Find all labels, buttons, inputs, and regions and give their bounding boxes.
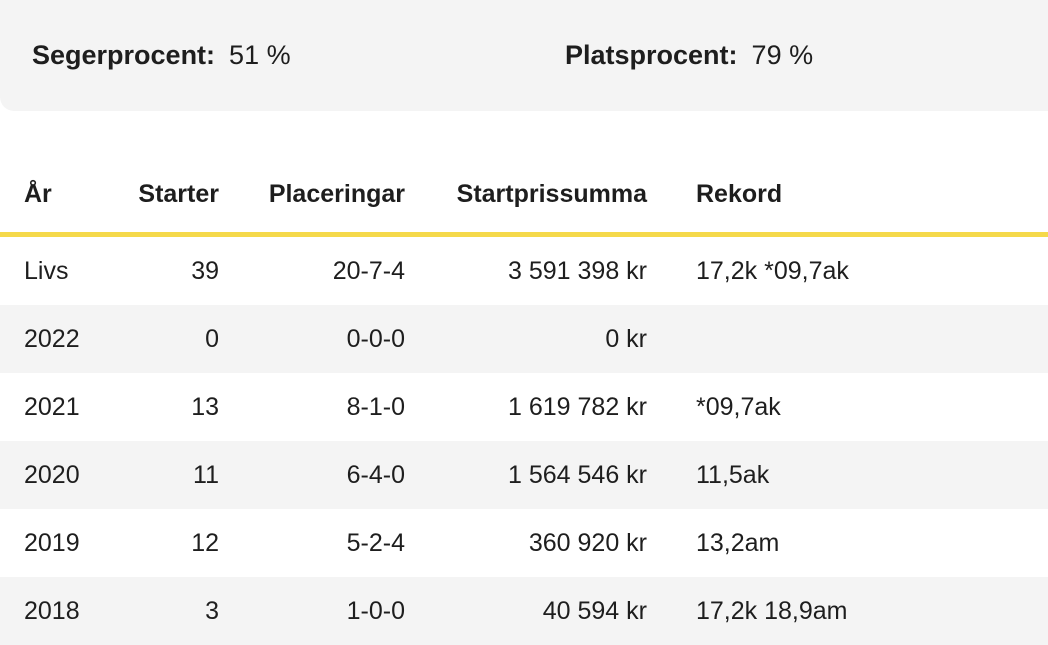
win-percentage-value: 51 % xyxy=(229,40,291,70)
table-row: 2019 12 5-2-4 360 920 kr 13,2am xyxy=(0,509,1048,577)
cell-record: 17,2k 18,9am xyxy=(647,577,1048,645)
cell-year: 2022 xyxy=(0,305,135,373)
place-percentage: Platsprocent: 79 % xyxy=(565,38,813,72)
win-percentage: Segerprocent: 51 % xyxy=(32,38,291,72)
column-header-year: År xyxy=(0,160,135,237)
table-row: 2021 13 8-1-0 1 619 782 kr *09,7ak xyxy=(0,373,1048,441)
cell-starts: 3 xyxy=(135,577,219,645)
cell-placings: 6-4-0 xyxy=(219,441,405,509)
cell-prize-money: 1 619 782 kr xyxy=(508,392,647,421)
cell-starts: 39 xyxy=(191,256,219,285)
cell-year: 2020 xyxy=(0,441,135,509)
table-row: 2020 11 6-4-0 1 564 546 kr 11,5ak xyxy=(0,441,1048,509)
cell-year: 2021 xyxy=(24,392,80,421)
cell-record: 13,2am xyxy=(696,528,780,557)
cell-placings: 20-7-4 xyxy=(332,256,405,285)
results-table: År Starter Placeringar Startprissumma Re… xyxy=(0,160,1048,645)
column-header-prize-money: Startprissumma xyxy=(405,160,647,237)
cell-prize-money: 0 kr xyxy=(405,305,647,373)
cell-year: Livs xyxy=(24,256,69,285)
win-percentage-label: Segerprocent: xyxy=(32,40,216,70)
place-percentage-label: Platsprocent: xyxy=(565,40,738,70)
cell-prize-money: 40 594 kr xyxy=(405,577,647,645)
cell-starts: 0 xyxy=(135,305,219,373)
place-percentage-value: 79 % xyxy=(751,40,814,70)
cell-placings: 0-0-0 xyxy=(219,305,405,373)
column-header-placings: Placeringar xyxy=(219,160,405,237)
cell-starts: 12 xyxy=(191,528,219,557)
cell-year: 2019 xyxy=(24,528,80,557)
column-header-starts: Starter xyxy=(135,160,219,237)
cell-record: 11,5ak xyxy=(647,441,1048,509)
table-row: 2018 3 1-0-0 40 594 kr 17,2k 18,9am xyxy=(0,577,1048,645)
stats-summary-panel: Segerprocent: 51 % Platsprocent: 79 % xyxy=(0,0,1048,111)
cell-starts: 11 xyxy=(135,441,219,509)
cell-prize-money: 1 564 546 kr xyxy=(405,441,647,509)
cell-prize-money: 360 920 kr xyxy=(528,528,647,557)
table-row: Livs 39 20-7-4 3 591 398 kr 17,2k *09,7a… xyxy=(0,235,1048,306)
table-header-row: År Starter Placeringar Startprissumma Re… xyxy=(0,160,1048,237)
cell-placings: 8-1-0 xyxy=(346,392,405,421)
column-header-record: Rekord xyxy=(647,160,1048,237)
cell-year: 2018 xyxy=(0,577,135,645)
cell-record xyxy=(647,305,1048,373)
cell-record: *09,7ak xyxy=(696,392,781,421)
cell-prize-money: 3 591 398 kr xyxy=(508,256,647,285)
cell-starts: 13 xyxy=(191,392,219,421)
cell-placings: 1-0-0 xyxy=(219,577,405,645)
table-row: 2022 0 0-0-0 0 kr xyxy=(0,305,1048,373)
cell-record: 17,2k *09,7ak xyxy=(696,256,849,285)
cell-placings: 5-2-4 xyxy=(346,528,405,557)
